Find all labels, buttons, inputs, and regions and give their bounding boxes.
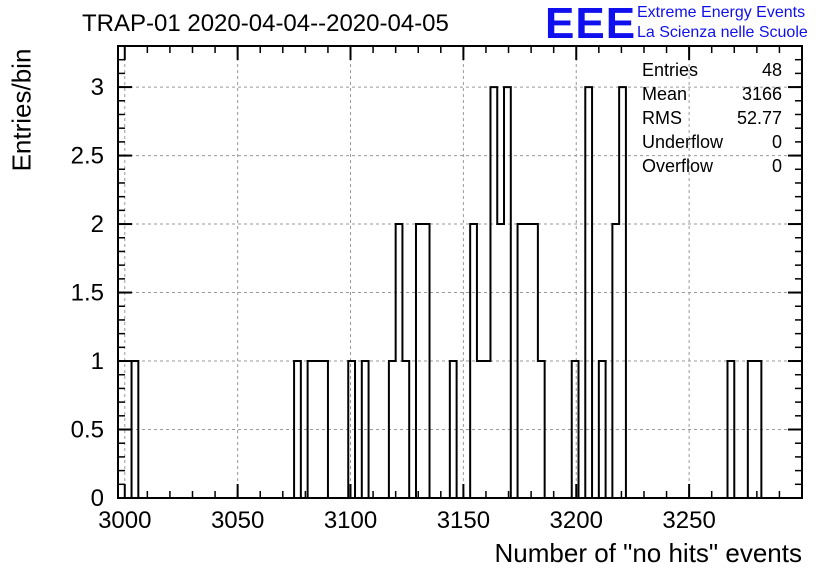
- stat-label: Entries: [642, 60, 699, 80]
- x-axis-label: Number of "no hits" events: [494, 538, 803, 568]
- x-tick-label: 3250: [662, 507, 715, 534]
- y-tick-label: 3: [91, 74, 104, 101]
- y-tick-label: 2: [91, 211, 104, 238]
- logo-line-2: La Scienza nelle Scuole: [637, 24, 808, 41]
- histogram-bin: [132, 361, 139, 498]
- histogram-bin: [396, 224, 403, 498]
- stat-value: 0: [771, 132, 782, 152]
- stat-value: 3166: [741, 84, 782, 104]
- tick-labels: 0 0.5 1 1.5 2 2.5 3 3000 3050 3100 3150 3200 3250: [71, 74, 716, 534]
- grid-lines: [118, 46, 802, 498]
- histogram-bin: [599, 361, 606, 498]
- x-tick-label: 3100: [324, 507, 377, 534]
- stat-label: Mean: [642, 84, 688, 104]
- stat-label: RMS: [642, 108, 682, 128]
- stat-row-overflow: Overflow 0: [642, 154, 782, 178]
- histogram-bin: [572, 361, 579, 498]
- histogram-bin: [450, 361, 457, 498]
- histogram-bin: [612, 224, 619, 498]
- axis-ticks: [118, 45, 803, 499]
- stat-label: Underflow: [642, 132, 724, 152]
- y-tick-label: 0.5: [71, 417, 104, 444]
- histogram-bin: [728, 361, 735, 498]
- stat-row-underflow: Underflow 0: [642, 130, 782, 154]
- histogram-bin: [748, 361, 762, 498]
- y-tick-label: 2.5: [71, 143, 104, 170]
- chart-title: TRAP-01 2020-04-04--2020-04-05: [82, 10, 449, 37]
- stats-box: Entries 48 Mean 3166 RMS 52.77 Underflow…: [642, 58, 782, 178]
- y-tick-label: 1: [91, 348, 104, 375]
- stat-row-entries: Entries 48: [642, 58, 782, 82]
- stat-row-rms: RMS 52.77: [642, 106, 782, 130]
- histogram-bin: [477, 361, 491, 498]
- histogram-bin: [402, 361, 409, 498]
- stat-row-mean: Mean 3166: [642, 82, 782, 106]
- histogram-bin: [389, 361, 396, 498]
- histogram-bin: [294, 361, 301, 498]
- eee-logo: EEE: [545, 0, 637, 48]
- stat-label: Overflow: [642, 156, 714, 176]
- histogram-bin: [490, 87, 497, 498]
- y-tick-label: 1.5: [71, 280, 104, 307]
- histogram-bin: [538, 361, 545, 498]
- plot-frame: [117, 45, 803, 499]
- histogram-bin: [362, 361, 369, 498]
- stat-value: 52.77: [736, 108, 782, 128]
- stat-value: 48: [761, 60, 782, 80]
- y-tick-label: 0: [91, 485, 104, 512]
- logo-line-1: Extreme Energy Events: [637, 4, 806, 21]
- histogram-bin: [504, 87, 511, 498]
- histogram-bin: [619, 87, 626, 498]
- x-tick-label: 3050: [211, 507, 264, 534]
- x-tick-label: 3000: [98, 507, 151, 534]
- histogram-bin: [348, 361, 355, 498]
- histogram-bin: [308, 361, 328, 498]
- histogram-bin: [497, 224, 504, 498]
- histogram-bin: [585, 87, 592, 498]
- x-tick-label: 3200: [550, 507, 603, 534]
- x-tick-label: 3150: [437, 507, 490, 534]
- histogram-bin: [518, 224, 538, 498]
- y-axis-label: Entries/bin: [6, 48, 37, 172]
- stat-value: 0: [771, 156, 782, 176]
- histogram-outline: [118, 86, 802, 499]
- histogram-bin: [470, 224, 477, 498]
- histogram-bin: [416, 224, 430, 498]
